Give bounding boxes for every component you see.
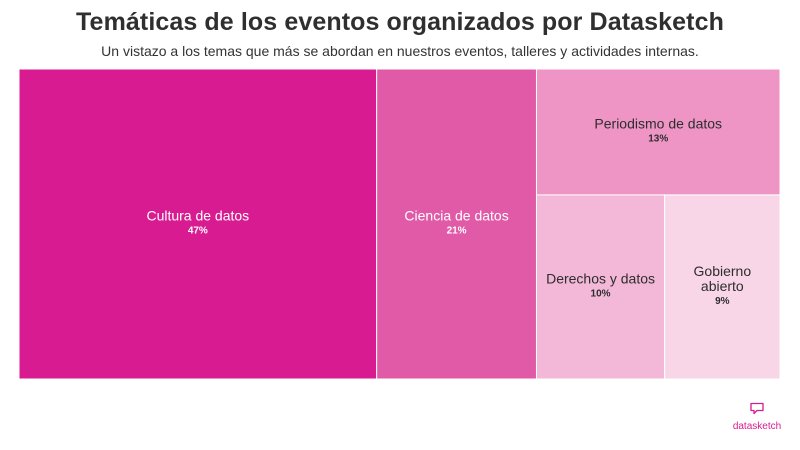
- treemap-rect-periodismo-de-datos: [535, 68, 781, 196]
- treemap-value-periodismo-de-datos: 13%: [648, 133, 668, 144]
- treemap-value-ciencia-de-datos: 21%: [447, 226, 467, 237]
- treemap-label-derechos-y-datos: Derechos y datos: [546, 270, 655, 286]
- treemap-rect-gobierno-abierto: [664, 194, 781, 380]
- treemap-value-derechos-y-datos: 10%: [591, 288, 611, 299]
- treemap-value-gobierno-abierto: 9%: [715, 296, 730, 307]
- treemap-tile-ciencia-de-datos: Ciencia de datos 21%: [376, 68, 537, 380]
- treemap-tile-periodismo-de-datos: Periodismo de datos 13%: [535, 68, 781, 196]
- treemap-tile-cultura-de-datos: Cultura de datos 47%: [18, 68, 378, 380]
- chart-title: Temáticas de los eventos organizados por…: [76, 8, 724, 36]
- treemap-tile-derechos-y-datos: Derechos y datos 10%: [535, 194, 666, 380]
- treemap-rect-cultura-de-datos: [18, 68, 378, 380]
- chart-subtitle: Un vistazo a los temas que más se aborda…: [101, 43, 699, 59]
- treemap-label-gobierno-abierto: Gobierno abierto: [694, 263, 752, 294]
- treemap-label-periodismo-de-datos: Periodismo de datos: [594, 115, 722, 131]
- treemap-rect-ciencia-de-datos: [376, 68, 537, 380]
- speech-bubble-icon: [750, 402, 764, 415]
- datasketch-logo: datasketch: [728, 402, 786, 433]
- treemap-tile-gobierno-abierto: Gobierno abierto 9%: [664, 194, 781, 380]
- treemap-label-ciencia-de-datos: Ciencia de datos: [404, 208, 508, 224]
- treemap-rect-derechos-y-datos: [535, 194, 666, 380]
- logo-text: datasketch: [732, 421, 782, 432]
- treemap-value-cultura-de-datos: 47%: [188, 226, 208, 237]
- treemap-label-cultura-de-datos: Cultura de datos: [146, 208, 249, 224]
